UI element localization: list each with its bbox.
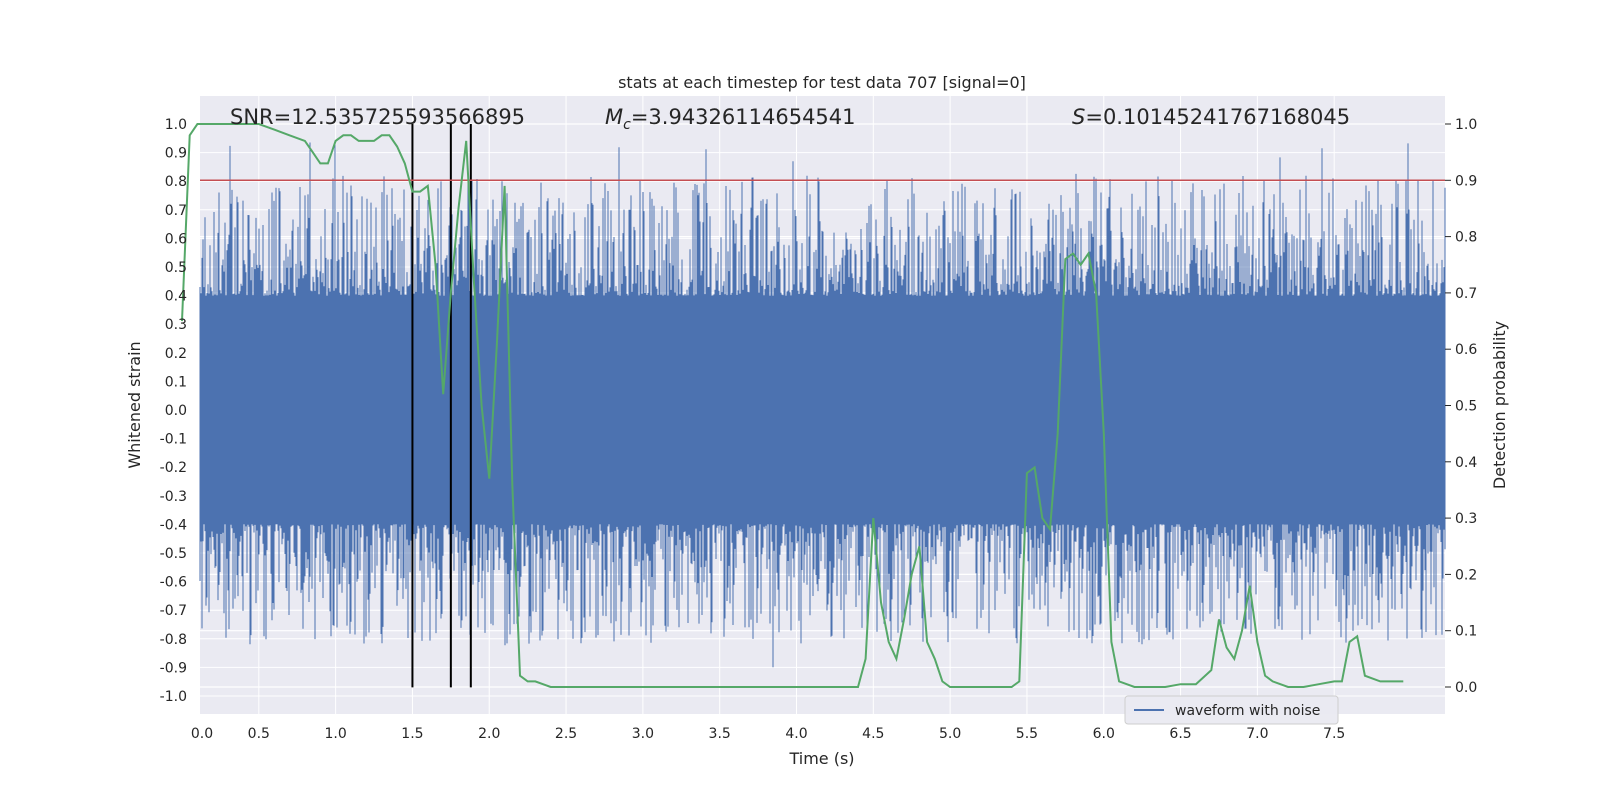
y-right-axis-label: Detection probability [1490, 321, 1509, 489]
detection-probability-series [181, 123, 1404, 688]
y-axis-label: Whitened strain [125, 341, 144, 468]
y-tick-label: 0.2 [165, 346, 187, 362]
y-tick-label: 0.8 [165, 174, 187, 190]
waveform-with-noise-series [199, 142, 1446, 668]
x-tick-label: 7.0 [1246, 726, 1268, 742]
y-tick-label: -0.7 [160, 603, 187, 619]
y-tick-label: -0.8 [160, 632, 187, 648]
x-tick-label: 4.0 [785, 726, 807, 742]
x-tick-label: 2.5 [555, 726, 577, 742]
y-tick-label: -0.6 [160, 575, 187, 591]
chirp-mass-annotation: Mc=3.94326114654541 [605, 105, 856, 133]
y-right-tick-label: 0.2 [1455, 567, 1477, 583]
y-tick-label: -0.1 [160, 432, 187, 448]
y-right-tick-label: 0.9 [1455, 173, 1477, 189]
legend-label: waveform with noise [1175, 703, 1320, 719]
chirp-mass-subscript: c [623, 117, 631, 133]
legend-box [1124, 695, 1339, 725]
y-right-tick-label: 0.4 [1455, 455, 1477, 471]
probability-line [181, 123, 1404, 688]
s-value: =0.10145241767168045 [1085, 105, 1350, 129]
x-tick-label: 4.5 [862, 726, 884, 742]
y-right-tick-label: 0.8 [1455, 230, 1477, 246]
y-tick-label: 0.0 [165, 403, 187, 419]
x-tick-label: 2.0 [478, 726, 500, 742]
x-tick-label: 1.5 [401, 726, 423, 742]
y-tick-label: -0.9 [160, 660, 187, 676]
x-tick-label: 5.0 [939, 726, 961, 742]
x-axis-ticks: 0.0 0.5 1.0 1.5 2.0 2.5 3.0 3.5 4.0 4.5 5.0 5.5 6.0 6… [191, 726, 1345, 742]
x-axis-label: Time (s) [788, 749, 854, 768]
chirp-mass-value: =3.94326114654541 [631, 105, 856, 129]
y-tick-label: 0.3 [165, 317, 187, 333]
y-right-tick-label: 0.7 [1455, 286, 1477, 302]
x-tick-label: 0.5 [248, 726, 270, 742]
y-tick-label: -0.4 [160, 517, 187, 533]
y-tick-label: 0.7 [165, 203, 187, 219]
y-tick-label: -0.2 [160, 460, 187, 476]
y-tick-label: 0.5 [165, 260, 187, 276]
x-tick-label: 6.5 [1169, 726, 1191, 742]
x-tick-label: 0.0 [191, 726, 213, 742]
y-tick-label: 0.1 [165, 374, 187, 390]
y-tick-label: -1.0 [160, 689, 187, 705]
y-tick-label: 0.9 [165, 146, 187, 162]
y-tick-label: 0.6 [165, 231, 187, 247]
y-tick-label: -0.5 [160, 546, 187, 562]
chart-title: stats at each timestep for test data 707… [618, 73, 1026, 92]
y-right-tick-label: 0.5 [1455, 399, 1477, 415]
chirp-mass-symbol: M [605, 105, 623, 129]
waveform-line [199, 142, 1446, 668]
y-right-tick-label: 1.0 [1455, 117, 1477, 133]
x-tick-label: 1.0 [324, 726, 346, 742]
s-annotation: S=0.10145241767168045 [1072, 105, 1350, 129]
y-right-axis-ticks: 0.0 0.1 0.2 0.3 0.4 0.5 0.6 0.7 0.8 0.9 1.0 [1445, 117, 1477, 696]
y-tick-label: 1.0 [165, 117, 187, 133]
y-tick-label: 0.4 [165, 289, 187, 305]
x-tick-label: 3.5 [709, 726, 731, 742]
x-tick-label: 5.5 [1016, 726, 1038, 742]
y-tick-label: -0.3 [160, 489, 187, 505]
legend: waveform with noise [1124, 695, 1339, 725]
y-right-tick-label: 0.3 [1455, 511, 1477, 527]
y-right-tick-label: 0.6 [1455, 342, 1477, 358]
y-right-tick-label: 0.0 [1455, 680, 1477, 696]
y-axis-ticks: -1.0 -0.9 -0.8 -0.7 -0.6 -0.5 -0.4 -0.3 -0.2 -0.1… [160, 117, 187, 705]
x-tick-label: 6.0 [1093, 726, 1115, 742]
y-right-tick-label: 0.1 [1455, 624, 1477, 640]
s-symbol: S [1072, 105, 1085, 129]
x-tick-label: 3.0 [632, 726, 654, 742]
x-tick-label: 7.5 [1323, 726, 1345, 742]
snr-annotation: SNR=12.535725593566895 [230, 105, 525, 129]
